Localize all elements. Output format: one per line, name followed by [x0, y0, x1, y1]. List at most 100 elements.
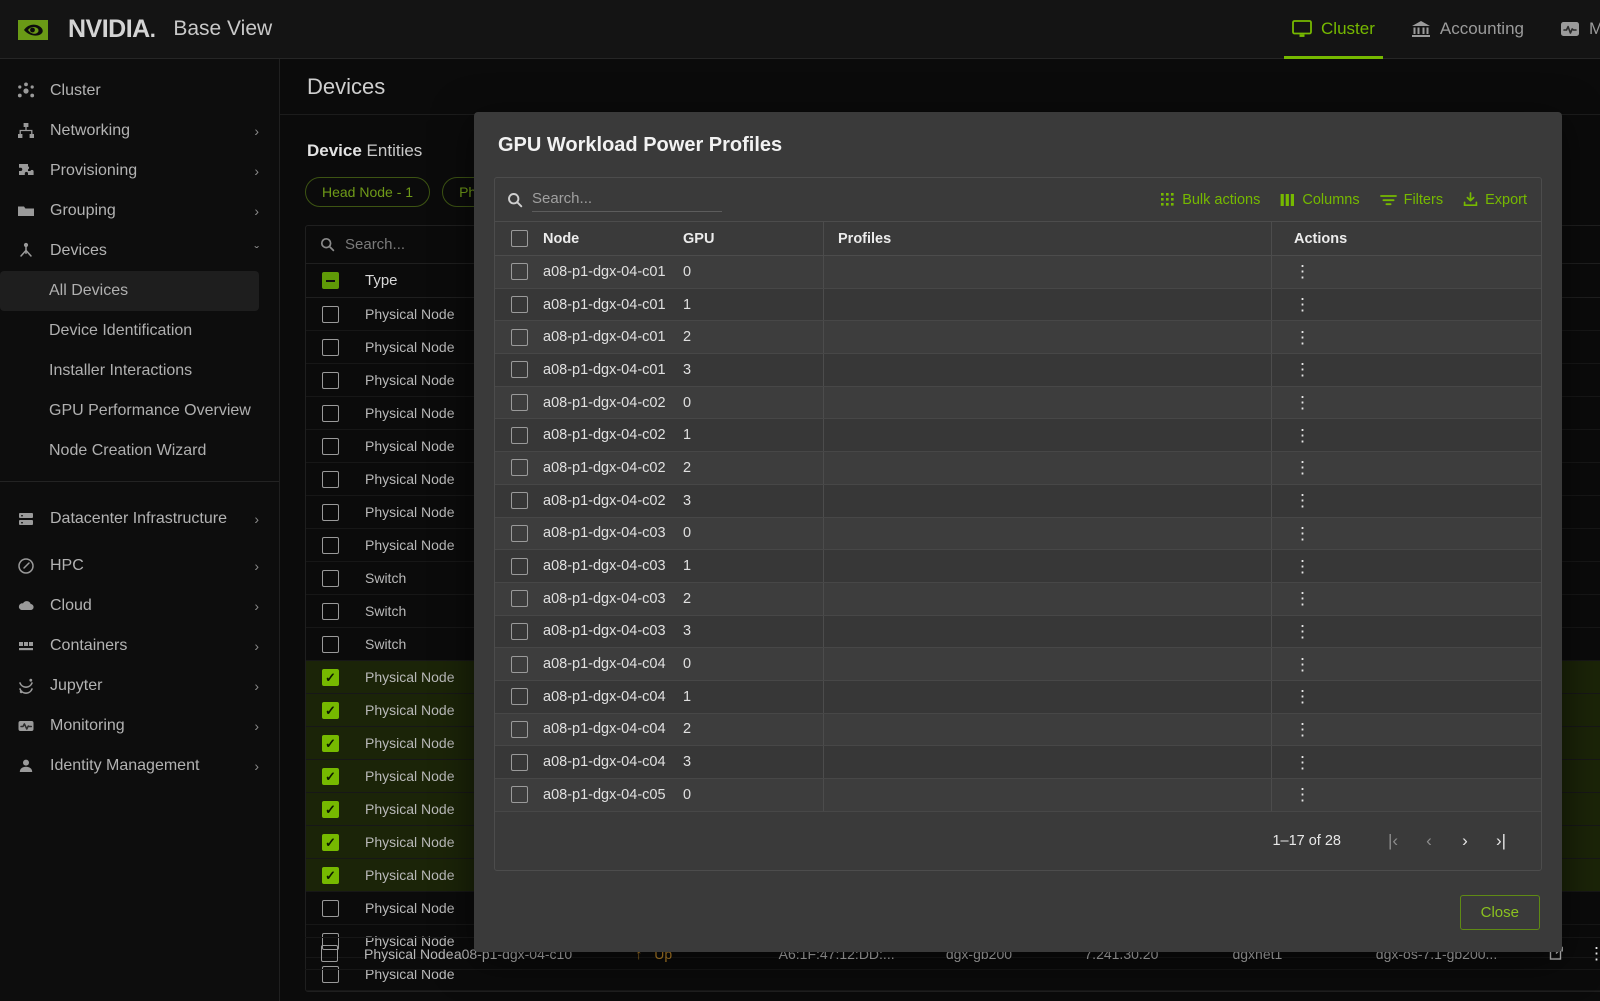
kebab-menu-icon[interactable]: ⋮ [1294, 523, 1311, 543]
row-checkbox[interactable] [322, 932, 339, 950]
sidebar-item-datacenter-infrastructure[interactable]: Datacenter Infrastructure › [0, 492, 279, 546]
sidebar-item-provisioning[interactable]: Provisioning › [0, 151, 279, 191]
kebab-menu-icon[interactable]: ⋮ [1294, 719, 1311, 739]
table-row[interactable]: a08-p1-dgx-04-c04 3 ⋮ [495, 746, 1541, 779]
pagination-next-button[interactable]: › [1462, 830, 1468, 850]
kebab-menu-icon[interactable]: ⋮ [1294, 393, 1311, 413]
row-checkbox[interactable] [322, 305, 339, 323]
table-row[interactable]: a08-p1-dgx-04-c01 2 ⋮ [495, 321, 1541, 355]
kebab-menu-icon[interactable]: ⋮ [1294, 687, 1311, 707]
table-row[interactable]: a08-p1-dgx-04-c01 3 ⋮ [495, 354, 1541, 387]
row-checkbox-cell[interactable] [495, 361, 543, 379]
row-checkbox[interactable] [321, 945, 338, 962]
sidebar-item-cluster[interactable]: Cluster [0, 71, 279, 111]
bulk-actions-button[interactable]: Bulk actions [1160, 192, 1260, 208]
row-checkbox[interactable] [510, 426, 528, 444]
topnav-item-cluster[interactable]: Cluster [1274, 0, 1393, 59]
table-row[interactable]: a08-p1-dgx-04-c03 2 ⋮ [495, 582, 1541, 616]
kebab-menu-icon[interactable]: ⋮ [1294, 785, 1311, 805]
row-checkbox-cell[interactable] [495, 328, 543, 346]
row-checkbox[interactable] [322, 437, 339, 455]
sidebar-item-identity-management[interactable]: Identity Management › [0, 746, 279, 786]
columns-button[interactable]: Columns [1280, 192, 1360, 208]
row-checkbox-cell[interactable] [495, 720, 543, 738]
kebab-menu-icon[interactable]: ⋮ [1294, 752, 1311, 772]
row-checkbox[interactable] [322, 668, 339, 686]
row-checkbox-cell[interactable] [495, 590, 543, 608]
row-checkbox[interactable] [510, 688, 528, 706]
kebab-menu-icon[interactable]: ⋮ [1588, 944, 1600, 963]
row-checkbox[interactable] [322, 701, 339, 719]
row-checkbox[interactable] [322, 470, 339, 488]
row-checkbox-cell[interactable] [495, 622, 543, 640]
row-checkbox[interactable] [510, 655, 528, 673]
row-checkbox[interactable] [510, 720, 528, 738]
kebab-menu-icon[interactable]: ⋮ [1294, 425, 1311, 445]
sidebar-item-device-identification[interactable]: Device Identification [0, 311, 279, 351]
row-checkbox[interactable] [322, 569, 339, 587]
modal-search[interactable] [507, 187, 747, 212]
pagination-prev-button[interactable]: ‹ [1426, 830, 1432, 850]
export-button[interactable]: Export [1463, 192, 1527, 208]
table-row[interactable]: a08-p1-dgx-04-c04 0 ⋮ [495, 648, 1541, 681]
device-table-row[interactable]: Physical Node [306, 958, 1600, 991]
close-button[interactable]: Close [1459, 895, 1540, 930]
row-checkbox[interactable] [322, 536, 339, 554]
sidebar-item-jupyter[interactable]: Jupyter › [0, 666, 279, 706]
row-checkbox[interactable] [322, 404, 339, 422]
sidebar-item-monitoring[interactable]: Monitoring › [0, 706, 279, 746]
kebab-menu-icon[interactable]: ⋮ [1294, 654, 1311, 674]
kebab-menu-icon[interactable]: ⋮ [1294, 621, 1311, 641]
row-checkbox[interactable] [510, 590, 528, 608]
row-checkbox-cell[interactable] [495, 263, 543, 281]
row-checkbox-cell[interactable] [495, 394, 543, 412]
sidebar-item-installer-interactions[interactable]: Installer Interactions [0, 351, 279, 391]
row-checkbox-cell[interactable] [495, 557, 543, 575]
row-checkbox-cell[interactable] [495, 492, 543, 510]
row-checkbox[interactable] [510, 753, 528, 771]
row-checkbox[interactable] [322, 899, 339, 917]
pagination-first-button[interactable]: |‹ [1387, 830, 1399, 850]
kebab-menu-icon[interactable]: ⋮ [1294, 491, 1311, 511]
row-checkbox[interactable] [322, 866, 339, 884]
row-checkbox-cell[interactable] [495, 426, 543, 444]
select-all-checkbox[interactable] [495, 230, 543, 247]
row-checkbox[interactable] [322, 833, 339, 851]
sidebar-item-devices[interactable]: Devices ˇ [0, 231, 279, 271]
sidebar-item-gpu-performance-overview[interactable]: GPU Performance Overview [0, 391, 279, 431]
row-checkbox[interactable] [510, 524, 528, 542]
chip-head-node[interactable]: Head Node - 1 [305, 177, 431, 207]
row-checkbox[interactable] [322, 503, 339, 521]
sidebar-item-hpc[interactable]: HPC › [0, 546, 279, 586]
sidebar-item-containers[interactable]: Containers › [0, 626, 279, 666]
kebab-menu-icon[interactable]: ⋮ [1294, 458, 1311, 478]
row-checkbox-cell[interactable] [495, 786, 543, 804]
table-row[interactable]: a08-p1-dgx-04-c02 1 ⋮ [495, 419, 1541, 453]
select-all-checkbox-devices[interactable] [322, 272, 339, 289]
table-row[interactable]: a08-p1-dgx-04-c02 0 ⋮ [495, 386, 1541, 420]
kebab-menu-icon[interactable]: ⋮ [1294, 327, 1311, 347]
row-checkbox[interactable] [322, 635, 339, 653]
row-checkbox[interactable] [510, 394, 528, 412]
row-checkbox[interactable] [322, 767, 339, 785]
kebab-menu-icon[interactable]: ⋮ [1294, 556, 1311, 576]
row-checkbox[interactable] [510, 361, 528, 379]
kebab-menu-icon[interactable]: ⋮ [1294, 360, 1311, 380]
table-row[interactable]: a08-p1-dgx-04-c02 3 ⋮ [495, 484, 1541, 518]
table-row[interactable]: a08-p1-dgx-04-c02 2 ⋮ [495, 452, 1541, 485]
row-checkbox[interactable] [510, 296, 528, 314]
row-checkbox[interactable] [322, 965, 339, 983]
sidebar-item-all-devices[interactable]: All Devices [0, 271, 259, 311]
table-row[interactable]: a08-p1-dgx-04-c03 0 ⋮ [495, 517, 1541, 551]
sidebar-item-networking[interactable]: Networking › [0, 111, 279, 151]
row-checkbox[interactable] [510, 492, 528, 510]
table-row[interactable]: a08-p1-dgx-04-c01 0 ⋮ [495, 256, 1541, 289]
kebab-menu-icon[interactable]: ⋮ [1294, 295, 1311, 315]
row-checkbox-cell[interactable] [495, 688, 543, 706]
row-checkbox[interactable] [510, 786, 528, 804]
kebab-menu-icon[interactable]: ⋮ [1294, 589, 1311, 609]
row-checkbox-cell[interactable] [495, 524, 543, 542]
row-checkbox[interactable] [510, 328, 528, 346]
row-checkbox[interactable] [322, 800, 339, 818]
row-checkbox[interactable] [322, 734, 339, 752]
